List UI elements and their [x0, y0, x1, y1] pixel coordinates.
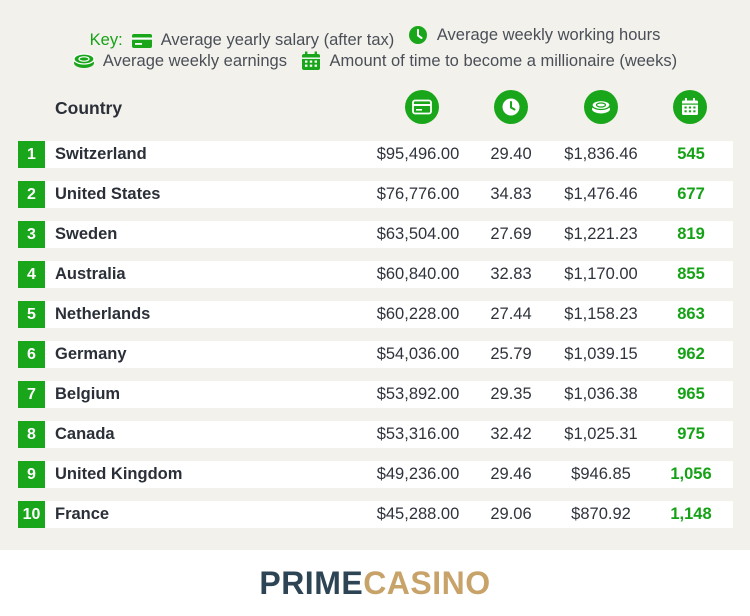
country-name: France	[55, 505, 110, 523]
weekly-hours: 29.35	[490, 385, 532, 403]
yearly-salary: $95,496.00	[376, 145, 460, 163]
clock-icon	[494, 90, 528, 124]
card-icon	[405, 90, 439, 124]
rank-badge: 2	[18, 181, 45, 208]
table-header: Country	[0, 90, 750, 126]
rank-badge: 3	[18, 221, 45, 248]
weeks-to-million: 545	[677, 145, 705, 163]
table-row: 8 Canada $53,316.00 32.42 $1,025.31 975	[18, 421, 733, 448]
table-row: 4 Australia $60,840.00 32.83 $1,170.00 8…	[18, 261, 733, 288]
yearly-salary: $45,288.00	[376, 505, 460, 523]
weekly-hours: 34.83	[490, 185, 532, 203]
weekly-earnings: $1,036.38	[564, 385, 638, 403]
yearly-salary: $53,316.00	[376, 425, 460, 443]
table-row: 7 Belgium $53,892.00 29.35 $1,036.38 965	[18, 381, 733, 408]
rank-badge: 10	[18, 501, 45, 528]
country-header: Country	[55, 98, 123, 118]
weekly-hours: 32.42	[490, 425, 532, 443]
weekly-earnings: $1,025.31	[564, 425, 638, 443]
weekly-hours: 25.79	[490, 345, 532, 363]
key-row-2: Average weekly earnings Amount of time t…	[0, 51, 750, 76]
weeks-to-million: 1,056	[670, 465, 712, 483]
key-item-label: Amount of time to become a millionaire (…	[329, 51, 678, 70]
rank-badge: 9	[18, 461, 45, 488]
key-row-1: Key: Average yearly salary (after tax) A…	[0, 25, 750, 51]
yearly-salary: $76,776.00	[376, 185, 460, 203]
weeks-to-million: 965	[677, 385, 705, 403]
rank-badge: 6	[18, 341, 45, 368]
weekly-earnings: $870.92	[571, 505, 631, 523]
table-row: 3 Sweden $63,504.00 27.69 $1,221.23 819	[18, 221, 733, 248]
weekly-earnings: $1,476.46	[564, 185, 638, 203]
weekly-earnings: $946.85	[571, 465, 631, 483]
weeks-to-million: 962	[677, 345, 705, 363]
weeks-to-million: 819	[677, 225, 705, 243]
rank-badge: 5	[18, 301, 45, 328]
yearly-salary: $63,504.00	[376, 225, 460, 243]
weeks-to-million: 975	[677, 425, 705, 443]
logo-part-casino: CASINO	[363, 565, 491, 601]
key-item-earnings: Average weekly earnings	[73, 51, 287, 71]
country-name: Canada	[55, 425, 115, 443]
coins-icon	[73, 53, 95, 68]
key-label: Key:	[89, 31, 123, 49]
weekly-hours: 29.06	[490, 505, 532, 523]
weekly-hours: 27.69	[490, 225, 532, 243]
table-row: 2 United States $76,776.00 34.83 $1,476.…	[18, 181, 733, 208]
country-name: United Kingdom	[55, 465, 183, 483]
rank-badge: 1	[18, 141, 45, 168]
weeks-to-million: 1,148	[670, 505, 712, 523]
weeks-to-million: 677	[677, 185, 705, 203]
yearly-salary: $53,892.00	[376, 385, 460, 403]
coins-icon	[584, 90, 618, 124]
card-icon	[131, 33, 152, 48]
weekly-earnings: $1,039.15	[564, 345, 638, 363]
table-row: 1 Switzerland $95,496.00 29.40 $1,836.46…	[18, 141, 733, 168]
weekly-hours: 27.44	[490, 305, 532, 323]
logo-part-prime: PRIME	[259, 565, 364, 601]
key-item-weeks: Amount of time to become a millionaire (…	[300, 51, 678, 71]
rank-badge: 7	[18, 381, 45, 408]
table-row: 9 United Kingdom $49,236.00 29.46 $946.8…	[18, 461, 733, 488]
calendar-icon	[301, 51, 320, 70]
key-item-label: Average yearly salary (after tax)	[160, 31, 395, 49]
country-name: Belgium	[55, 385, 121, 403]
country-name: Germany	[55, 345, 127, 363]
key-item-salary: Key: Average yearly salary (after tax)	[90, 31, 395, 51]
weekly-earnings: $1,158.23	[564, 305, 638, 323]
key-item-hours: Average weekly working hours	[407, 25, 660, 45]
yearly-salary: $49,236.00	[376, 465, 460, 483]
weekly-earnings: $1,221.23	[564, 225, 638, 243]
yearly-salary: $60,228.00	[376, 305, 460, 323]
clock-icon	[408, 26, 427, 44]
yearly-salary: $54,036.00	[376, 345, 460, 363]
country-name: Sweden	[55, 225, 118, 243]
calendar-icon	[673, 90, 707, 124]
prime-casino-logo: PRIMECASINO	[0, 565, 750, 602]
key-item-label: Average weekly earnings	[102, 51, 287, 70]
weeks-to-million: 863	[677, 305, 705, 323]
weeks-to-million: 855	[677, 265, 705, 283]
key-item-label: Average weekly working hours	[436, 25, 661, 44]
country-name: Switzerland	[55, 145, 147, 163]
country-name: Netherlands	[55, 305, 151, 323]
weekly-hours: 29.46	[490, 465, 532, 483]
table-row: 5 Netherlands $60,228.00 27.44 $1,158.23…	[18, 301, 733, 328]
table-row: 6 Germany $54,036.00 25.79 $1,039.15 962	[18, 341, 733, 368]
weekly-earnings: $1,836.46	[564, 145, 638, 163]
country-name: Australia	[55, 265, 126, 283]
rank-badge: 8	[18, 421, 45, 448]
weekly-earnings: $1,170.00	[564, 265, 638, 283]
rank-badge: 4	[18, 261, 45, 288]
table-row: 10 France $45,288.00 29.06 $870.92 1,148	[18, 501, 733, 528]
infographic-panel: Key: Average yearly salary (after tax) A…	[0, 0, 750, 550]
weekly-hours: 32.83	[490, 265, 532, 283]
weekly-hours: 29.40	[490, 145, 532, 163]
yearly-salary: $60,840.00	[376, 265, 460, 283]
country-name: United States	[55, 185, 161, 203]
